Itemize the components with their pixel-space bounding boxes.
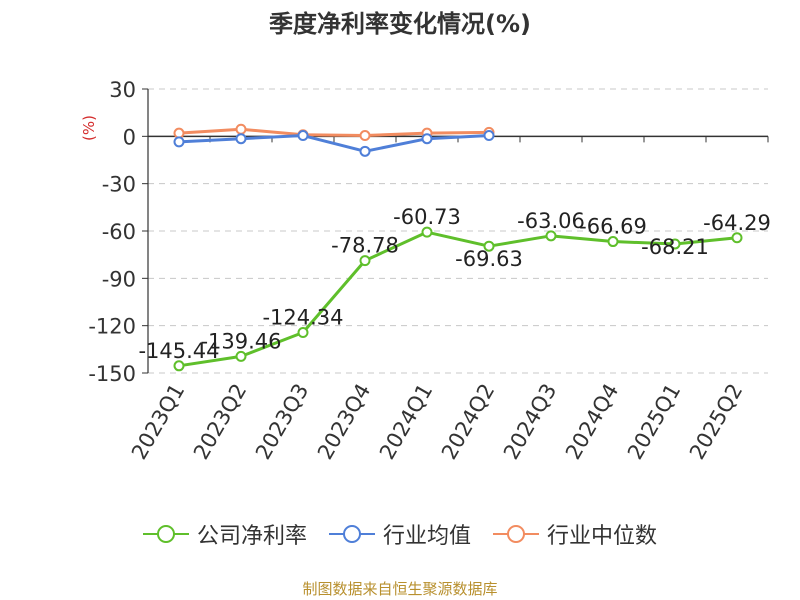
x-tick-label: 2023Q3 [251,380,313,464]
legend-item-industry-mean[interactable]: 行业均值 [328,518,471,550]
legend-item-company-net-margin[interactable]: 公司净利率 [142,518,307,550]
data-label: -78.78 [331,234,399,258]
data-point [297,130,309,142]
series-line [178,230,738,368]
x-tick-label: 2024Q3 [499,380,561,464]
legend-marker-icon [142,525,189,543]
y-tick-label: 0 [123,125,136,149]
series-line [178,134,490,153]
data-point [359,145,371,157]
data-label: -68.21 [641,235,709,259]
data-label: -69.63 [455,247,523,271]
chart-title: 季度净利率变化情况(%) [269,10,531,38]
data-point [235,123,247,135]
data-point [669,238,681,250]
x-tick-label: 2025Q1 [623,380,685,464]
x-tick-label: 2023Q2 [189,380,251,464]
data-point [483,240,495,252]
data-label: -64.29 [703,211,771,235]
legend-item-industry-median[interactable]: 行业中位数 [493,518,657,550]
y-tick-label: -120 [88,315,136,339]
data-point [173,360,185,372]
data-point [173,127,185,139]
data-label-layer: -145.44-139.46-124.34 -78.78 -60.73 -69.63 -… [138,205,770,363]
data-label: -139.46 [200,329,281,353]
data-point [173,136,185,148]
data-point [607,236,619,248]
source-note: 制图数据来自恒生聚源数据库 [302,580,498,598]
x-tick-label: 2024Q2 [437,380,499,464]
data-point [731,232,743,244]
data-point [235,350,247,362]
y-axis-title: (%) [80,115,98,141]
data-point [483,130,495,142]
legend-label: 行业均值 [382,524,471,549]
data-point [235,133,247,145]
series-layer [173,123,743,372]
legend: 公司净利率 行业均值 行业中位数 [0,518,800,550]
data-label: -63.06 [517,209,585,233]
y-tick-label: -90 [102,267,136,291]
data-point [421,133,433,145]
x-tick-label: 2024Q1 [375,380,437,464]
data-label: -66.69 [579,215,647,239]
data-point [359,130,371,142]
data-point [359,255,371,267]
y-tick-label: -30 [102,173,136,197]
x-tick-label: 2023Q1 [127,380,189,464]
data-label: -145.44 [138,339,219,363]
y-tick-label: -150 [88,362,136,386]
legend-label: 公司净利率 [196,524,307,549]
data-point [545,230,557,242]
data-label: -60.73 [393,205,461,229]
x-tick-label: 2023Q4 [313,380,375,464]
legend-marker-icon [328,525,375,543]
data-label: -124.34 [262,306,343,330]
data-point [297,327,309,339]
y-tick-label: -60 [102,220,136,244]
grid-layer [148,88,768,374]
legend-marker-icon [493,525,539,543]
x-tick-label: 2024Q4 [561,380,623,464]
x-tick-label: 2025Q2 [685,380,747,464]
series-line [178,127,490,138]
data-point [421,226,433,238]
y-tick-label: 30 [109,78,136,102]
legend-label: 行业中位数 [547,524,658,549]
